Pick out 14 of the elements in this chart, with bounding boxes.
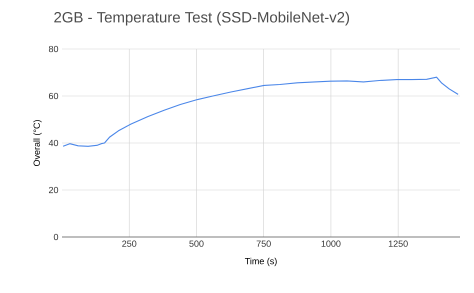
y-tick-label: 60 [48,92,58,100]
x-tick-label: 1250 [388,240,408,247]
x-tick-label: 500 [189,240,204,247]
line-series [62,76,459,147]
y-tick-label: 0 [54,234,58,240]
x-tick-label: 250 [122,240,136,247]
y-tick-label: 40 [48,140,58,146]
x-tick-label: 1000 [322,240,341,247]
y-tick-label: 20 [48,186,58,194]
chart-title: 2GB - Temperature Test (SSD-MobileNet-v2) [54,12,350,26]
y-axis-title: Overall (°C) [33,120,42,166]
x-axis-title: Time (s) [244,258,277,266]
x-tick-label: 750 [256,240,271,247]
y-tick-label: 80 [48,46,58,52]
